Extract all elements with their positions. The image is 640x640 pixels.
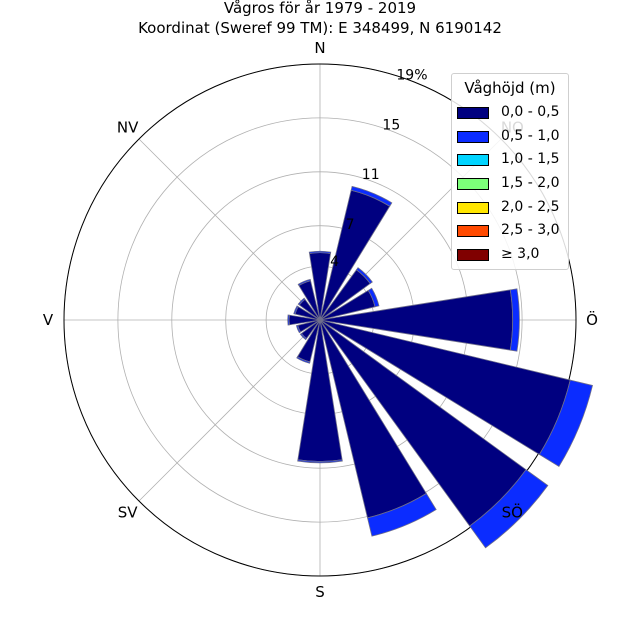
legend-label: 0,0 - 0,5 bbox=[501, 104, 560, 120]
rose-bar-segment bbox=[367, 287, 380, 308]
radial-tick-label: 4 bbox=[330, 254, 339, 270]
legend-swatch bbox=[457, 178, 489, 190]
direction-label: Ö bbox=[586, 310, 598, 329]
legend-label: 1,5 - 2,0 bbox=[501, 175, 560, 191]
rose-bar-segment bbox=[538, 379, 593, 467]
rose-bar-segment bbox=[296, 356, 311, 364]
direction-label: SV bbox=[118, 503, 139, 521]
grid-spoke bbox=[138, 138, 321, 321]
rose-bar-segment bbox=[299, 332, 308, 341]
direction-label: V bbox=[43, 311, 54, 329]
radial-tick-labels: 4 7 11 15 19% bbox=[330, 67, 427, 270]
legend-label: 2,5 - 3,0 bbox=[501, 222, 560, 238]
legend-swatch bbox=[457, 107, 489, 119]
rose-bar-segment bbox=[293, 305, 299, 315]
chart-title: Vågros för år 1979 - 2019 bbox=[223, 0, 417, 17]
rose-bar-segment bbox=[350, 185, 393, 207]
rose-bars bbox=[287, 185, 593, 549]
legend-title: Våghöjd (m) bbox=[464, 79, 556, 97]
rose-bar-segment bbox=[287, 314, 290, 326]
direction-label: S bbox=[315, 583, 325, 601]
legend-swatch bbox=[457, 225, 489, 237]
rose-bar-segment bbox=[469, 469, 549, 549]
direction-label: NV bbox=[117, 119, 139, 137]
polar-frame bbox=[63, 63, 577, 577]
legend-label: 0,5 - 1,0 bbox=[501, 128, 560, 144]
rose-bar-segment bbox=[509, 288, 520, 352]
legend-label: ≥ 3,0 bbox=[501, 246, 540, 262]
rose-bar-segment bbox=[367, 492, 437, 537]
rose-bar-segment bbox=[297, 459, 343, 464]
radial-tick-label: 19% bbox=[396, 67, 427, 83]
legend-label: 1,0 - 1,5 bbox=[501, 151, 560, 167]
direction-label: N bbox=[314, 39, 325, 57]
direction-labels: NNOÖSÖSSVVNV bbox=[43, 39, 598, 601]
legend-swatch bbox=[457, 249, 489, 261]
legend: Våghöjd (m) 0,0 - 0,5 0,5 - 1,0 1,0 - 1,… bbox=[451, 73, 569, 270]
legend-swatch bbox=[457, 202, 489, 214]
rose-bar-segment bbox=[297, 297, 306, 306]
rose-bar-segment bbox=[295, 324, 302, 334]
legend-label: 2,0 - 2,5 bbox=[501, 199, 560, 215]
legend-swatch bbox=[457, 131, 489, 143]
direction-label: SÖ bbox=[502, 502, 523, 521]
rose-bar-segment bbox=[308, 250, 332, 254]
rose-bar-segment bbox=[297, 278, 312, 287]
grid-spoke bbox=[138, 319, 321, 502]
radial-tick-label: 7 bbox=[346, 217, 355, 233]
rose-bar-segment bbox=[355, 267, 373, 285]
radial-tick-label: 11 bbox=[362, 167, 380, 183]
chart-subtitle: Koordinat (Sweref 99 TM): E 348499, N 61… bbox=[138, 19, 502, 37]
radial-tick-label: 15 bbox=[382, 117, 400, 133]
legend-swatch bbox=[457, 154, 489, 166]
